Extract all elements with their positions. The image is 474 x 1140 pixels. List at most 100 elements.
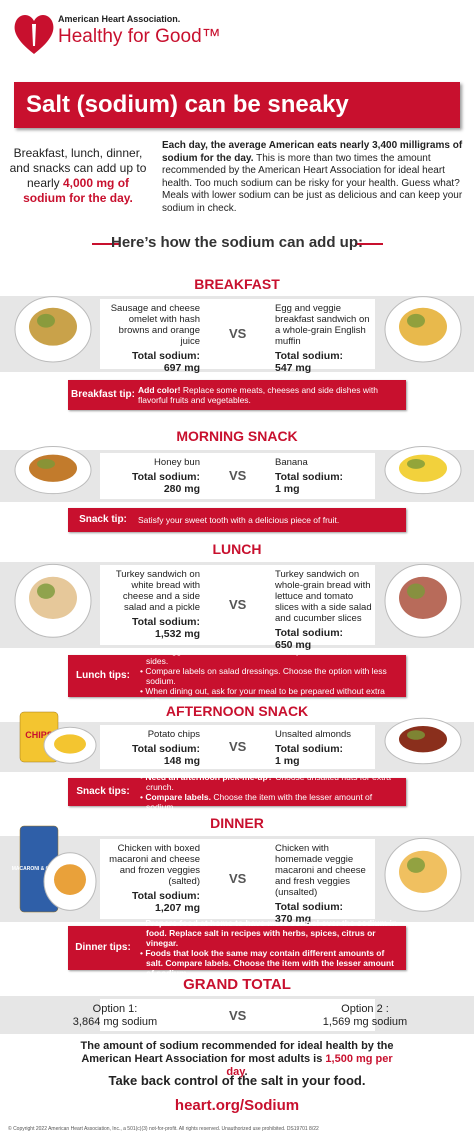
description: Unsalted almonds xyxy=(275,729,352,740)
section-card xyxy=(100,565,375,645)
package-label: CHIPS xyxy=(25,730,53,740)
food-illustration: MACARONI & CHEESE xyxy=(12,825,97,913)
food xyxy=(54,734,86,754)
description: Sausage and cheese omelet with hash brow… xyxy=(110,303,200,347)
food xyxy=(29,307,77,346)
tip-item: • Need an afternoon pick-me-up? Choose u… xyxy=(138,772,400,792)
recommendation: The amount of sodium recommended for ide… xyxy=(70,1040,404,1079)
food xyxy=(54,864,86,895)
section-card xyxy=(100,299,375,369)
food-illustration xyxy=(14,563,92,638)
total-value: 1,207 mg xyxy=(155,902,200,914)
total-value: 1 mg xyxy=(275,755,300,767)
tip-text: When dining out, ask for your meal to be… xyxy=(145,686,385,706)
tip-item: Add color! Replace some meats, cheeses a… xyxy=(138,385,400,405)
tip-item: • Foods that look the same may contain d… xyxy=(138,948,400,978)
tip-label: Lunch tips: xyxy=(76,670,130,681)
bullet: • xyxy=(140,918,146,928)
total-value: 1,532 mg xyxy=(155,628,200,640)
tip-box: Snack tips: • Need an afternoon pick-me-u… xyxy=(68,772,406,812)
option-total: 1,569 mg sodium xyxy=(322,1016,408,1028)
bullet: • xyxy=(140,772,146,782)
tip-label: Dinner tips: xyxy=(75,942,131,953)
tip-box: Lunch tips: • Use veggies to add flavor i… xyxy=(68,646,406,706)
option-label: Option 2 : xyxy=(341,1003,389,1015)
food-detail xyxy=(407,313,425,328)
bullet: • xyxy=(140,646,146,656)
tip-lead: Compare labels. xyxy=(145,792,212,802)
food xyxy=(29,454,77,482)
copyright: © Copyright 2022 American Heart Associat… xyxy=(8,1126,319,1132)
option-left: Potato chips Total sodium: 148 mg xyxy=(105,729,200,767)
intro-left-highlight: 4,000 mg of sodium for the day. xyxy=(23,176,133,205)
vs: VS xyxy=(229,871,247,886)
option-2: Option 2 :1,569 mg sodium xyxy=(270,1003,460,1029)
food-detail xyxy=(37,313,55,328)
food-illustration xyxy=(14,296,92,363)
tip-text: Prepare food at home to have more contro… xyxy=(145,918,398,948)
option-right: Turkey sandwich on whole-grain bread wit… xyxy=(275,569,375,651)
total-label: Total sodium: xyxy=(131,890,200,902)
total-value: 370 mg xyxy=(275,913,312,925)
tip-label: Breakfast tip: xyxy=(71,389,135,400)
total-value: 148 mg xyxy=(163,755,200,767)
rule xyxy=(92,243,120,245)
intro-left: Breakfast, lunch, dinner, and snacks can… xyxy=(8,146,148,206)
description: Chicken with homemade veggie macaroni an… xyxy=(275,843,366,898)
description: Egg and veggie breakfast sandwich on a w… xyxy=(275,303,370,347)
description: Turkey sandwich on whole-grain bread wit… xyxy=(275,569,372,624)
total-value: 697 mg xyxy=(163,362,200,374)
tip-label: Snack tips: xyxy=(76,786,130,797)
total-label: Total sodium: xyxy=(131,743,200,755)
tip-list: • Use veggies to add flavor instead of s… xyxy=(138,644,406,708)
total-label: Total sodium: xyxy=(131,350,200,362)
section-card xyxy=(100,453,375,499)
tip-text: Choose unsalted nuts for extra crunch. xyxy=(146,772,391,792)
intro-right-text: This is more than two times the amount r… xyxy=(162,152,463,214)
tip-text: Use veggies to add flavor instead of sal… xyxy=(145,646,395,666)
total-label: Total sodium: xyxy=(275,350,344,362)
option-label: Option 1: xyxy=(92,1003,138,1015)
tip-lead: Add color! xyxy=(138,385,181,395)
tip-item: • When dining out, ask for your meal to … xyxy=(138,686,400,706)
food xyxy=(399,850,447,894)
total-label: Total sodium: xyxy=(131,616,200,628)
tip-item: • Compare labels on salad dressings. Cho… xyxy=(138,666,400,686)
description: Honey bun xyxy=(154,457,200,468)
food xyxy=(29,576,77,620)
vs: VS xyxy=(229,326,247,341)
option-right: Banana Total sodium: 1 mg xyxy=(275,457,375,495)
food-illustration xyxy=(384,837,462,912)
intro-right-bold: Each day, the average American eats near… xyxy=(162,140,463,164)
food-detail xyxy=(37,583,55,599)
bullet: • xyxy=(140,792,146,802)
total-value: 280 mg xyxy=(163,483,200,495)
food-illustration xyxy=(384,717,462,765)
option-left: Honey bun Total sodium: 280 mg xyxy=(105,457,200,495)
total-label: Total sodium: xyxy=(275,743,344,755)
food-illustration: CHIPS xyxy=(19,711,97,764)
total-label: Total sodium: xyxy=(275,627,344,639)
recommendation-text: The amount of sodium recommended for ide… xyxy=(80,1040,394,1065)
food-illustration xyxy=(384,296,462,363)
tip-item: Satisfy your sweet tooth with a deliciou… xyxy=(138,515,339,525)
option-left: Sausage and cheese omelet with hash brow… xyxy=(105,303,200,374)
tip-label: Snack tip: xyxy=(79,514,127,525)
food-detail xyxy=(407,458,425,469)
tip-list: • Prepare food at home to have more cont… xyxy=(138,916,406,980)
description: Chicken with boxed macaroni and cheese a… xyxy=(109,843,200,887)
section-title: MORNING SNACK xyxy=(176,428,298,444)
title: Salt (sodium) can be sneaky xyxy=(26,91,349,118)
recommendation-highlight: 1,500 mg per day xyxy=(226,1053,393,1078)
food-illustration xyxy=(384,563,462,638)
option-right: Egg and veggie breakfast sandwich on a w… xyxy=(275,303,375,374)
subheading: Here’s how the sodium can add up: xyxy=(111,234,363,251)
food-detail xyxy=(407,857,425,873)
brand-name: Healthy for Good™ xyxy=(58,26,221,47)
url[interactable]: heart.org/Sodium xyxy=(174,1097,300,1114)
tip-list: Add color! Replace some meats, cheeses a… xyxy=(138,383,406,407)
food-detail xyxy=(407,730,425,740)
org-name: American Heart Association. xyxy=(58,14,181,24)
recommendation-end: . xyxy=(244,1066,248,1078)
bullet: • xyxy=(140,686,146,696)
